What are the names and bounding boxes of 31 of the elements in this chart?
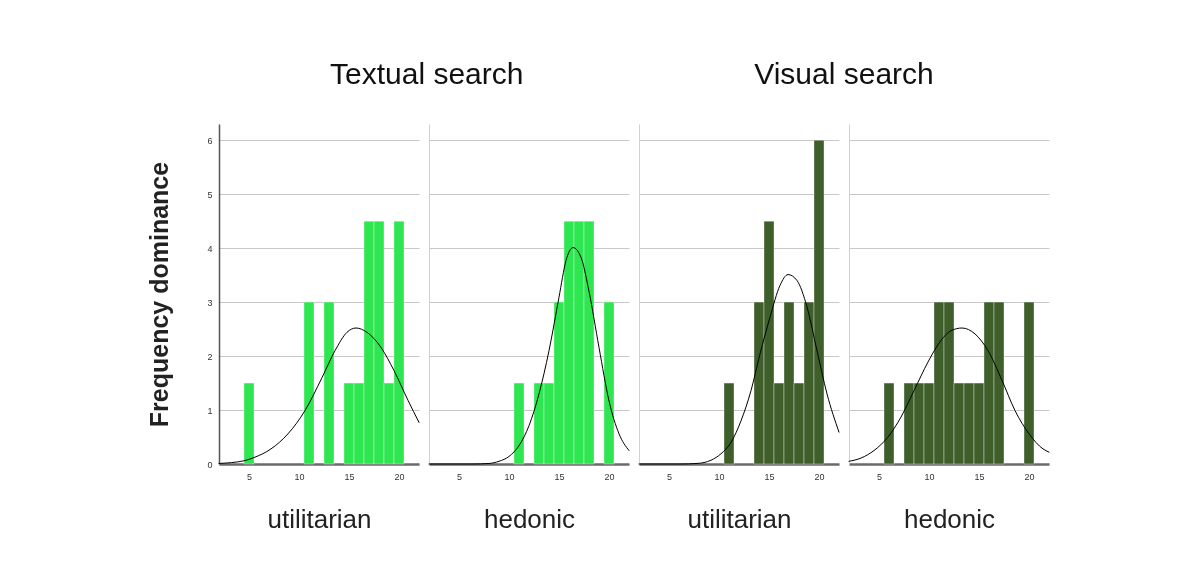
x-axis-title: utilitarian (687, 503, 792, 534)
x-tick-label: 10 (714, 471, 725, 482)
x-tick-label: 10 (294, 471, 305, 482)
y-tick-label: 3 (207, 297, 213, 308)
x-axis-title: hedonic (483, 503, 576, 534)
x-tick-label: 5 (876, 471, 883, 482)
x-axis-title: utilitarian (267, 503, 372, 534)
x-tick-label: 5 (246, 471, 253, 482)
x-tick-label: 15 (344, 471, 355, 482)
y-tick-label: 4 (207, 243, 213, 254)
x-tick-label: 15 (974, 471, 985, 482)
chart-title: Visual search (754, 57, 934, 90)
y-axis-title: Frequency dominance (145, 161, 174, 428)
x-tick-label: 5 (666, 471, 673, 482)
x-tick-label: 5 (456, 471, 463, 482)
x-tick-label: 20 (814, 471, 825, 482)
x-tick-label: 15 (764, 471, 775, 482)
y-tick-label: 5 (207, 189, 213, 200)
y-tick-label: 0 (207, 459, 213, 470)
x-tick-label: 20 (394, 471, 405, 482)
y-tick-label: 2 (207, 351, 213, 362)
x-tick-label: 10 (924, 471, 935, 482)
line-series (218, 327, 420, 464)
y-tick-label: 6 (207, 135, 213, 146)
x-axis-title: hedonic (903, 503, 996, 534)
x-tick-label: 15 (554, 471, 565, 482)
x-tick-label: 20 (604, 471, 615, 482)
x-tick-label: 20 (1024, 471, 1035, 482)
chart-title: Textual search (330, 57, 524, 90)
x-tick-label: 10 (504, 471, 515, 482)
y-tick-label: 1 (207, 405, 213, 416)
